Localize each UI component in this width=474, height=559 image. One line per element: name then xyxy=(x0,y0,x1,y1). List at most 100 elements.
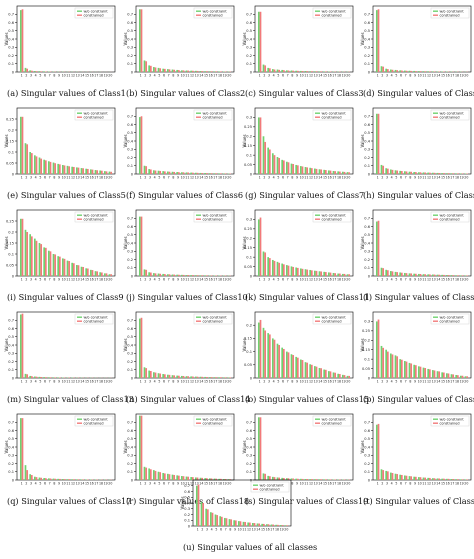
bar-constrained xyxy=(438,274,441,276)
x-tick-label: 8 xyxy=(409,176,411,180)
bar-wo-constraint xyxy=(337,273,339,276)
legend-label-wo-constraint: w/o constraint xyxy=(440,315,465,319)
x-tick-label: 14 xyxy=(436,176,440,180)
bar-constrained xyxy=(145,61,148,72)
bar-constrained xyxy=(26,68,29,72)
x-tick-label: 15 xyxy=(85,176,89,180)
y-tick-label: 0.1 xyxy=(246,153,252,157)
y-tick-label: 0.1 xyxy=(246,470,252,474)
bar-constrained xyxy=(21,9,24,73)
x-tick-label: 10 xyxy=(418,380,422,384)
x-tick-label: 16 xyxy=(328,176,332,180)
legend-label-wo-constraint: w/o constraint xyxy=(440,9,465,13)
bar-constrained xyxy=(377,423,380,480)
x-tick-label: 10 xyxy=(62,278,66,282)
y-tick-label: 0.3 xyxy=(246,116,252,120)
bar-constrained xyxy=(31,376,33,378)
y-tick-label: 0.1 xyxy=(127,164,133,168)
legend-label-wo-constraint: w/o constraint xyxy=(322,111,347,115)
y-tick-label: 0 xyxy=(12,274,15,278)
x-tick-label: 8 xyxy=(409,380,411,384)
x-tick-label: 4 xyxy=(391,74,393,78)
y-tick-label: 0.25 xyxy=(362,329,370,333)
panel-caption: (s) Singular values of Class19 xyxy=(245,496,368,506)
bar-wo-constraint xyxy=(66,479,69,480)
y-axis-label: Values xyxy=(123,236,128,249)
bar-wo-constraint xyxy=(143,60,146,72)
bar-wo-constraint xyxy=(299,166,302,174)
bar-constrained xyxy=(283,478,285,480)
bar-constrained xyxy=(201,173,204,174)
bar-wo-constraint xyxy=(332,372,335,378)
x-tick-label: 11 xyxy=(422,176,426,180)
bar-constrained xyxy=(145,368,148,378)
x-tick-label: 7 xyxy=(49,74,51,78)
bar-wo-constraint xyxy=(223,517,226,526)
y-tick-label: 0.6 xyxy=(127,429,133,433)
x-tick-label: 1 xyxy=(377,74,379,78)
bar-wo-constraint xyxy=(309,479,311,480)
bar-wo-constraint xyxy=(262,64,265,72)
bar-wo-constraint xyxy=(213,71,216,72)
bar-wo-constraint xyxy=(227,377,230,378)
bar-wo-constraint xyxy=(267,147,269,174)
x-tick-label: 2 xyxy=(25,74,27,78)
bar-constrained xyxy=(466,275,469,276)
y-tick-label: 0.6 xyxy=(364,21,370,25)
x-tick-label: 20 xyxy=(464,278,468,282)
bar-constrained xyxy=(210,478,213,480)
bar-constrained xyxy=(259,417,262,480)
bar-constrained xyxy=(424,368,427,378)
y-axis-label: Values xyxy=(242,440,247,453)
x-tick-label: 3 xyxy=(386,278,388,282)
bar-constrained xyxy=(249,522,251,526)
bar-wo-constraint xyxy=(257,117,260,174)
bar-constrained xyxy=(259,117,262,174)
bar-constrained xyxy=(182,476,185,480)
x-tick-label: 11 xyxy=(66,74,70,78)
x-tick-label: 8 xyxy=(291,74,293,78)
bar-constrained xyxy=(264,65,267,72)
x-tick-label: 11 xyxy=(185,74,189,78)
y-tick-label: 0.1 xyxy=(127,368,133,372)
bar-constrained xyxy=(415,476,417,480)
x-tick-label: 19 xyxy=(460,278,464,282)
bar-wo-constraint xyxy=(459,479,462,480)
bar-wo-constraint xyxy=(276,261,279,276)
bar-constrained xyxy=(173,474,176,480)
x-tick-label: 12 xyxy=(427,380,431,384)
bar-constrained xyxy=(320,71,323,72)
y-axis-label: Values xyxy=(360,440,365,453)
bar-wo-constraint xyxy=(417,172,420,174)
bar-constrained xyxy=(315,71,318,72)
bar-constrained xyxy=(21,313,24,378)
bar-wo-constraint xyxy=(166,171,169,174)
bar-wo-constraint xyxy=(295,70,297,72)
x-tick-label: 12 xyxy=(71,482,75,486)
x-tick-label: 16 xyxy=(209,278,213,282)
x-tick-label: 15 xyxy=(323,380,327,384)
x-tick-label: 12 xyxy=(190,380,194,384)
bar-wo-constraint xyxy=(299,478,302,480)
bar-constrained xyxy=(301,71,304,72)
y-tick-label: 0.4 xyxy=(127,37,133,41)
y-tick-label: 0.2 xyxy=(127,258,133,262)
bar-constrained xyxy=(96,271,99,276)
bar-wo-constraint xyxy=(332,272,335,276)
y-tick-label: 0.6 xyxy=(364,123,370,127)
bar-constrained xyxy=(201,275,204,276)
x-tick-label: 8 xyxy=(409,278,411,282)
x-tick-label: 13 xyxy=(314,176,318,180)
bar-constrained xyxy=(187,476,190,480)
bar-wo-constraint xyxy=(271,69,274,72)
x-tick-label: 5 xyxy=(277,380,279,384)
bar-wo-constraint xyxy=(256,523,259,526)
bar-constrained xyxy=(206,377,208,378)
bar-constrained xyxy=(207,509,209,526)
bar-wo-constraint xyxy=(33,238,36,276)
bar-wo-constraint xyxy=(285,478,288,480)
bar-wo-constraint xyxy=(103,273,106,276)
x-tick-label: 1 xyxy=(377,176,379,180)
y-tick-label: 0.4 xyxy=(364,139,370,143)
